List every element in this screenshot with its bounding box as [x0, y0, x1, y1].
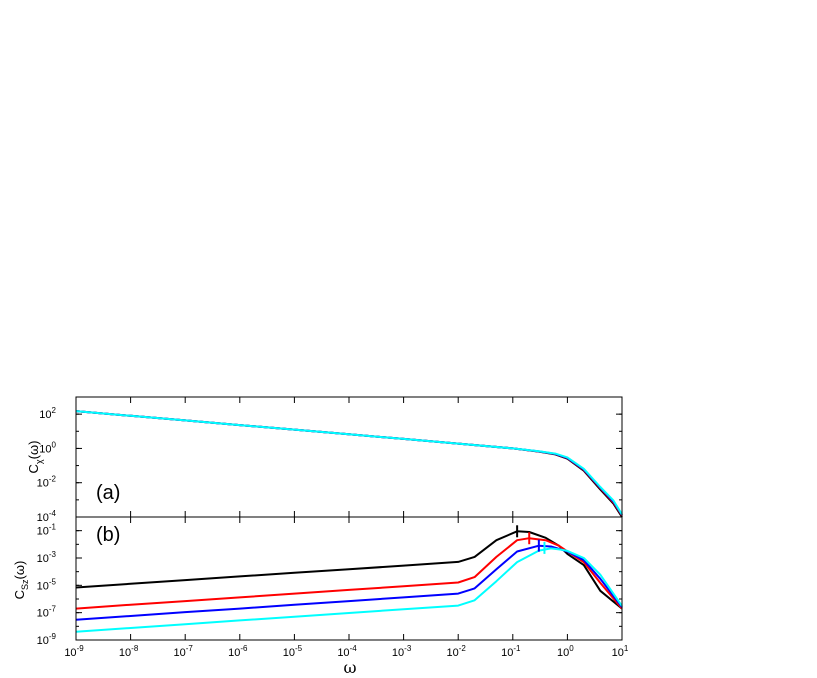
x-tick-label: 10-4 [337, 644, 357, 659]
x-tick-label: 10-6 [228, 644, 248, 659]
x-tick-label: 10-3 [392, 644, 412, 659]
y-tick-label: 10-4 [37, 509, 57, 524]
panel-b-ylabel-sub: Sz [20, 579, 30, 590]
panel-a-label: (a) [96, 482, 120, 504]
panel-b-ticks: 10-1 10-3 10-5 10-7 10-9 10-9 10-8 10-7 10-6 10-5… [37, 516, 629, 659]
panel-a-ylabel-arg: (ω) [26, 441, 41, 460]
panel-a-series-group [75, 410, 623, 518]
x-tick-label: 100 [557, 644, 574, 659]
x-tick-label: 10-5 [283, 644, 303, 659]
panel-b-peak-markers [516, 525, 546, 554]
svg-text:Cχ(ω): Cχ(ω) [26, 441, 44, 474]
panel-b-ylabel: CSz(ω) [12, 561, 30, 600]
x-tick-label: 10-8 [119, 644, 139, 659]
panel-a-series-line-3 [75, 410, 623, 516]
x-tick-label: 10-7 [174, 644, 194, 659]
y-tick-label: 10-7 [37, 605, 57, 620]
panel-b-series-line-0 [75, 530, 623, 610]
y-tick-label: 10-5 [37, 577, 57, 592]
panel-b-ylabel-arg: (ω) [12, 561, 27, 580]
x-tick-label: 10-1 [501, 644, 521, 659]
panel-b: 10-1 10-3 10-5 10-7 10-9 10-9 10-8 10-7 10-6 10-5… [12, 516, 629, 677]
x-tick-label: 10-2 [447, 644, 467, 659]
y-tick-label: 10-9 [37, 632, 57, 647]
panel-b-ylabel-main: C [12, 590, 27, 599]
x-tick-label: 101 [612, 644, 629, 659]
panel-a-ylabel: Cχ(ω) [26, 441, 44, 474]
svg-text:CSz(ω): CSz(ω) [12, 561, 30, 600]
panel-b-series-group [75, 530, 623, 633]
panel-a-ylabel-main: C [26, 464, 41, 473]
panel-b-label: (b) [96, 524, 120, 546]
x-axis-label: ω [343, 658, 356, 677]
x-tick-label: 10-9 [64, 644, 84, 659]
panel-b-series-line-3 [75, 547, 623, 633]
y-tick-label: 10-3 [37, 550, 57, 565]
y-tick-label: 102 [39, 406, 56, 421]
y-tick-label: 10-1 [37, 523, 57, 538]
panel-a-ylabel-sub: χ [34, 459, 44, 464]
y-tick-label: 100 [39, 440, 56, 455]
y-tick-label: 10-2 [37, 475, 57, 490]
